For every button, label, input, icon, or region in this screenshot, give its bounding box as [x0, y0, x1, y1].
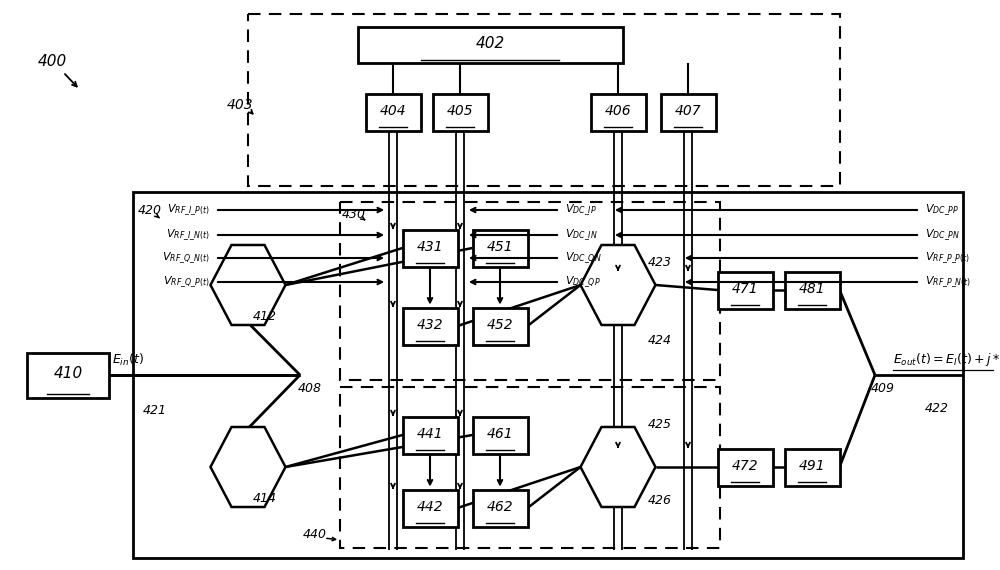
Bar	[366, 93, 420, 131]
Text: $V_{RF\_P\_P(t)}$: $V_{RF\_P\_P(t)}$	[925, 250, 970, 266]
Text: 462: 462	[487, 500, 513, 514]
Text: 471: 471	[732, 282, 758, 296]
Text: $V_{RF\_Q\_N(t)}$: $V_{RF\_Q\_N(t)}$	[162, 250, 210, 266]
Text: $E_{in}(t)$: $E_{in}(t)$	[112, 352, 144, 368]
Text: 481: 481	[799, 282, 825, 296]
Text: 451: 451	[487, 240, 513, 254]
Text: $V_{RF\_P\_N(t)}$: $V_{RF\_P\_N(t)}$	[925, 274, 971, 290]
Text: 422: 422	[925, 401, 949, 414]
Polygon shape	[580, 427, 656, 507]
Bar	[473, 417, 528, 454]
Text: 452: 452	[487, 318, 513, 332]
Polygon shape	[210, 245, 286, 325]
Text: $V_{DC\_QN}$: $V_{DC\_QN}$	[565, 250, 602, 266]
Bar	[784, 449, 840, 486]
Text: 441: 441	[417, 427, 443, 441]
Text: 426: 426	[648, 494, 672, 507]
Bar	[248, 14, 840, 186]
Bar	[340, 202, 720, 380]
Bar	[27, 352, 109, 397]
Text: 421: 421	[143, 404, 167, 417]
Text: $V_{DC\_PN}$: $V_{DC\_PN}$	[925, 227, 960, 243]
Text: $V_{RF\_I\_N(t)}$: $V_{RF\_I\_N(t)}$	[166, 227, 210, 243]
Text: $V_{RF\_Q\_P(t)}$: $V_{RF\_Q\_P(t)}$	[163, 274, 210, 290]
Text: $V_{DC\_IN}$: $V_{DC\_IN}$	[565, 227, 598, 243]
Text: 440: 440	[303, 528, 327, 541]
Bar	[590, 93, 646, 131]
Text: $V_{DC\_PP}$: $V_{DC\_PP}$	[925, 202, 959, 218]
Bar	[402, 490, 458, 527]
Text: 400: 400	[37, 55, 67, 70]
Bar	[340, 387, 720, 548]
Bar	[473, 307, 528, 344]
Text: 407: 407	[675, 104, 701, 118]
Text: 432: 432	[417, 318, 443, 332]
Text: 404: 404	[380, 104, 406, 118]
Text: 425: 425	[648, 418, 672, 431]
Bar	[473, 230, 528, 267]
Text: 430: 430	[342, 209, 366, 222]
Text: 424: 424	[648, 333, 672, 347]
Bar	[473, 490, 528, 527]
Text: 420: 420	[138, 203, 162, 217]
Bar	[784, 271, 840, 308]
Text: 408: 408	[298, 381, 322, 394]
Bar	[358, 27, 622, 63]
Bar	[660, 93, 716, 131]
Polygon shape	[580, 245, 656, 325]
Bar	[432, 93, 488, 131]
Text: 472: 472	[732, 459, 758, 473]
Bar	[402, 417, 458, 454]
Text: $V_{DC\_QP}$: $V_{DC\_QP}$	[565, 274, 601, 290]
Bar	[133, 192, 963, 558]
Text: 491: 491	[799, 459, 825, 473]
Text: 409: 409	[871, 381, 895, 394]
Text: 442: 442	[417, 500, 443, 514]
Text: 405: 405	[447, 104, 473, 118]
Text: 410: 410	[53, 367, 83, 381]
Text: 402: 402	[475, 36, 505, 51]
Bar	[718, 449, 772, 486]
Text: 461: 461	[487, 427, 513, 441]
Text: $V_{RF\_I\_P(t)}$: $V_{RF\_I\_P(t)}$	[167, 202, 210, 218]
Text: 414: 414	[253, 491, 277, 504]
Polygon shape	[210, 427, 286, 507]
Bar	[718, 271, 772, 308]
Text: 423: 423	[648, 255, 672, 268]
Bar	[402, 307, 458, 344]
Text: 403: 403	[227, 98, 253, 112]
Bar	[402, 230, 458, 267]
Text: 431: 431	[417, 240, 443, 254]
Text: $V_{DC\_IP}$: $V_{DC\_IP}$	[565, 202, 597, 218]
Text: 412: 412	[253, 310, 277, 323]
Text: 406: 406	[605, 104, 631, 118]
Text: $E_{out}(t)=E_I(t)+j*E_Q(t)$: $E_{out}(t)=E_I(t)+j*E_Q(t)$	[893, 352, 1000, 368]
